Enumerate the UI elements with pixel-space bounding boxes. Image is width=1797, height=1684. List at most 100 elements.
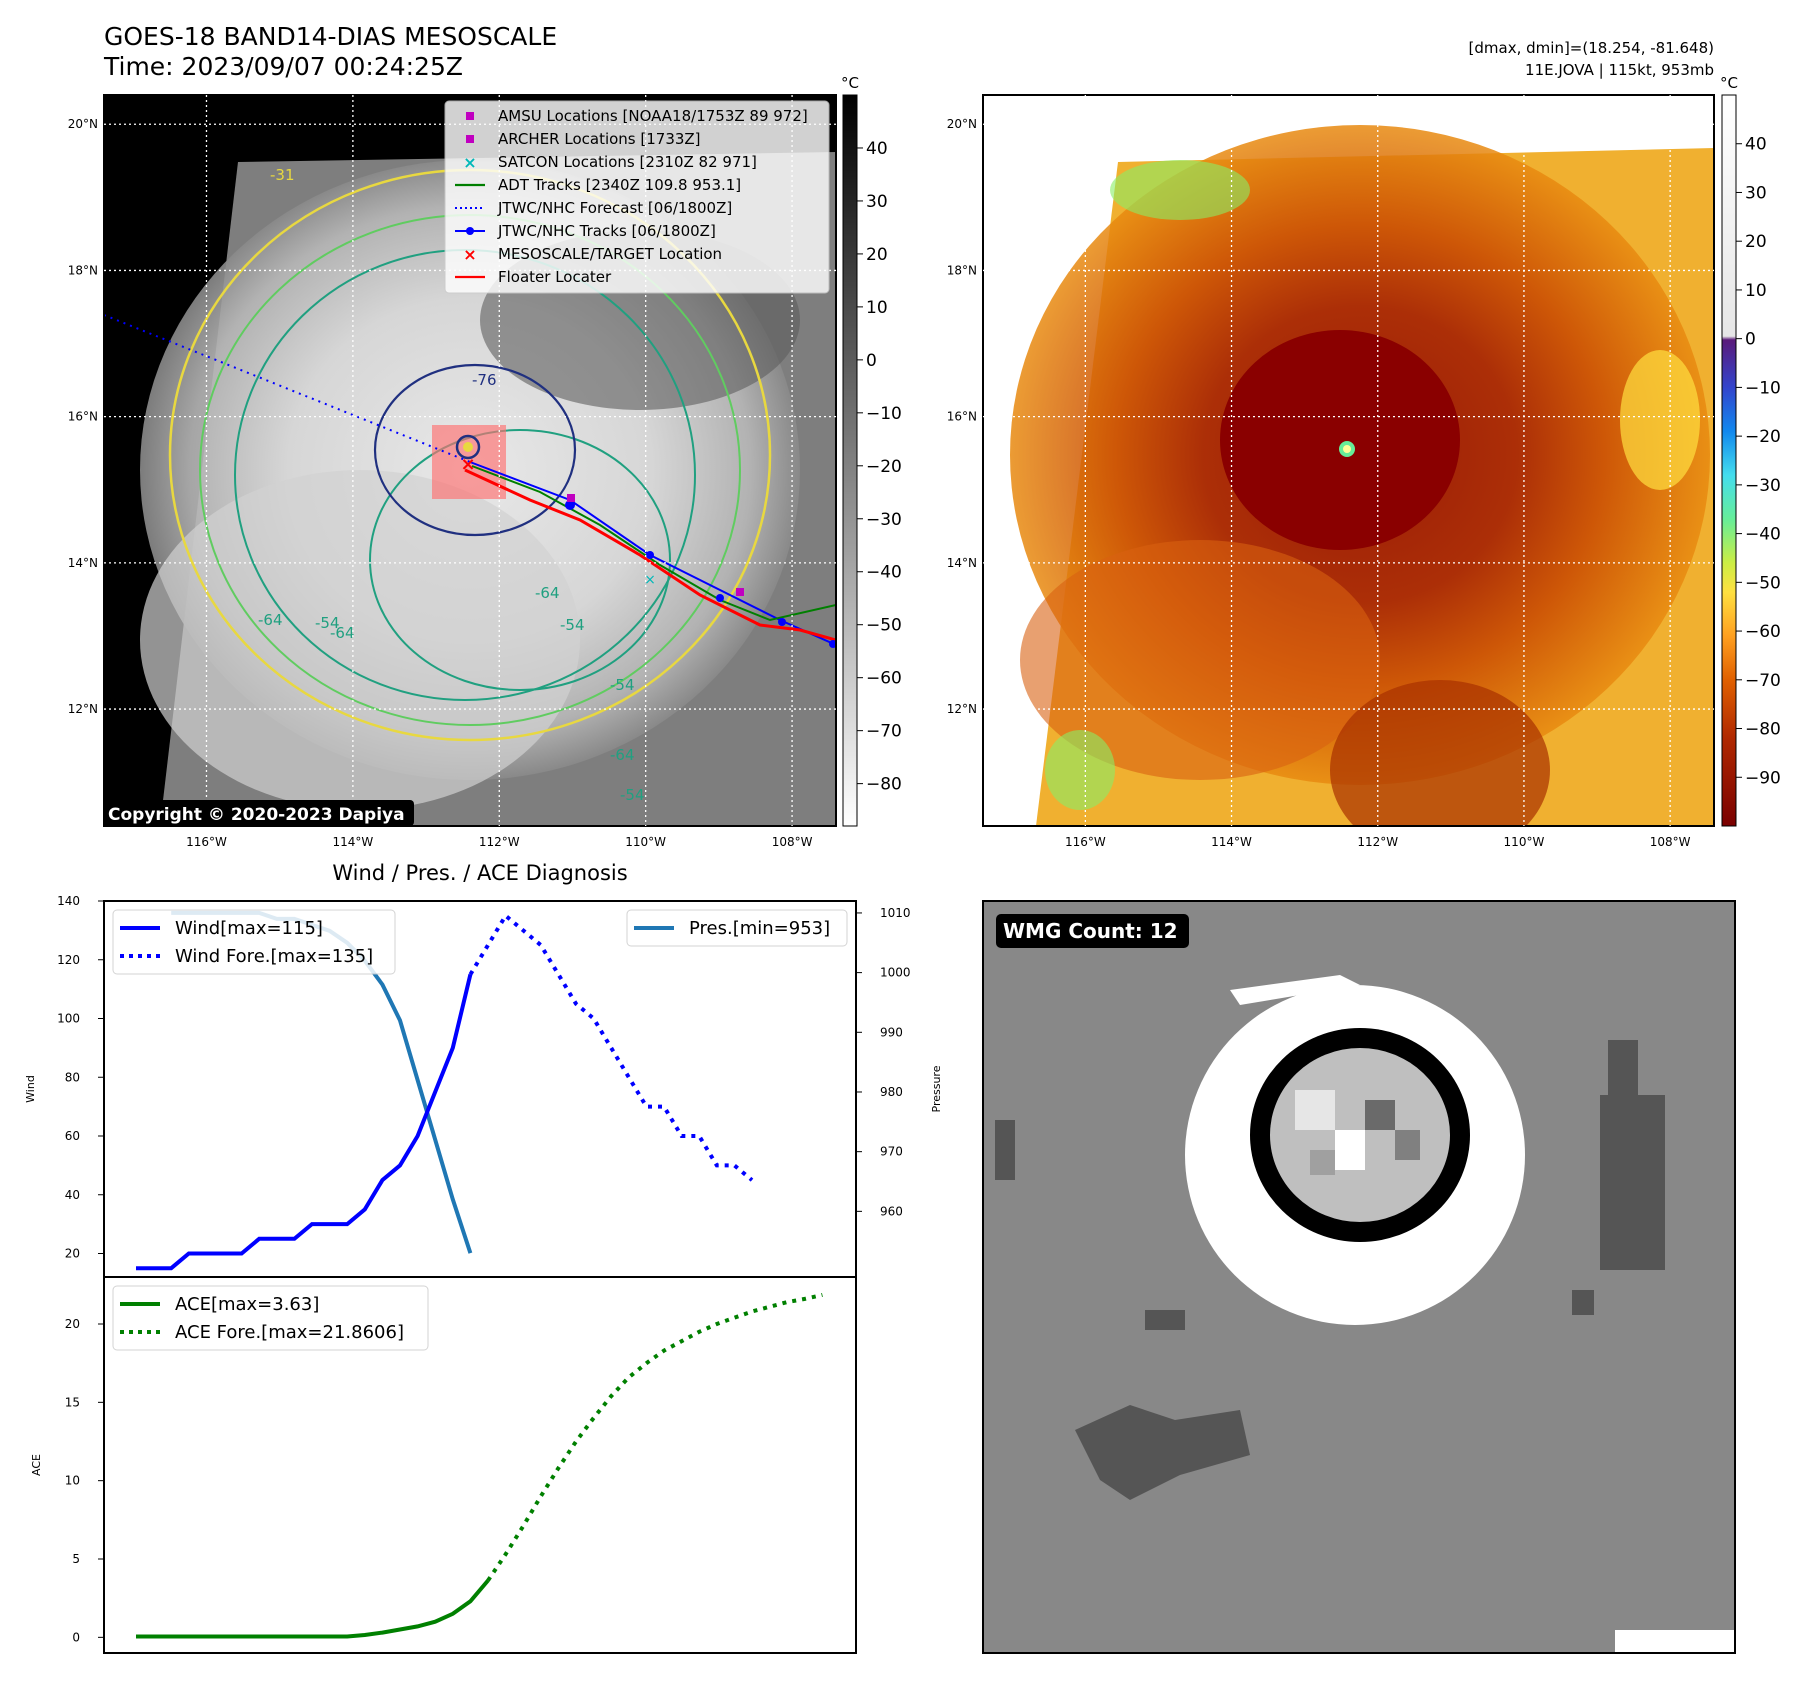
colorbar-tick-label: 40 — [866, 139, 888, 159]
colorbar-tick-label: −40 — [1745, 525, 1781, 545]
contour-label: -54 — [610, 676, 635, 694]
contour-label: -64 — [330, 624, 355, 642]
amsu-marker — [567, 494, 575, 502]
colorbar-tick-label: −30 — [866, 510, 902, 530]
track-point — [716, 594, 724, 602]
wind-tick-label: 60 — [65, 1129, 80, 1143]
lon-label: 108°W — [772, 835, 813, 849]
contour-label: -64 — [258, 611, 283, 629]
colorbar-tick-label: −10 — [1745, 378, 1781, 398]
colorbar-tick-label: −20 — [1745, 427, 1781, 447]
ace-forecast-line — [486, 1292, 823, 1582]
wmg-white-corner — [1615, 1630, 1735, 1653]
legend-swatch: × — [463, 245, 476, 264]
ace-tick-label: 0 — [72, 1630, 80, 1644]
ace-legend: ACE[max=3.63] ACE Fore.[max=21.8606] — [112, 1285, 429, 1351]
color-ir-map — [983, 95, 1714, 826]
lon-label: 114°W — [1211, 835, 1252, 849]
lat-label: 20°N — [947, 117, 977, 131]
lat-label: 12°N — [68, 702, 98, 716]
lon-label: 112°W — [479, 835, 520, 849]
wind-legend-label: Wind[max=115] — [175, 918, 323, 939]
pressure-tick-label: 1010 — [880, 906, 911, 920]
contour-labels: -76-64-64-64-54-54-54-64-54-31-72 — [130, 166, 645, 816]
wind-tick-label: 120 — [57, 953, 80, 967]
wind-legend: Wind[max=115] Wind Fore.[max=135] — [112, 909, 396, 975]
colorbar-tick-label: −40 — [866, 563, 902, 583]
contour-label: -54 — [315, 614, 340, 632]
forecast-track — [104, 314, 471, 463]
lon-label: 112°W — [1357, 835, 1398, 849]
storm-info-label: 11E.JOVA | 115kt, 953mb — [1525, 61, 1714, 79]
ace-line — [136, 1579, 490, 1639]
pressure-legend: Pres.[min=953] — [626, 909, 848, 947]
wmg-white-arc — [1230, 975, 1360, 1005]
colorbar-tick-label: −30 — [1745, 476, 1781, 496]
wmg-dark-region — [1608, 1040, 1638, 1100]
legend-box — [444, 100, 830, 294]
figure-time: Time: 2023/09/07 00:24:25Z — [103, 52, 463, 81]
legend-label: JTWC/NHC Tracks [06/1800Z] — [497, 222, 716, 240]
lon-label: 116°W — [186, 835, 227, 849]
legend-label: ADT Tracks [2340Z 109.8 953.1] — [498, 176, 741, 194]
wmg-dark-region — [995, 1120, 1015, 1180]
pressure-ticks: 1010 1000 990 980 970 960 — [856, 906, 911, 1218]
lat-label: 14°N — [68, 556, 98, 570]
wind-ylabel: Wind — [24, 1075, 37, 1103]
lon-labels: 116°W 114°W 112°W 110°W 108°W — [186, 835, 813, 849]
pressure-legend-box — [626, 909, 848, 947]
wind-legend-box — [112, 909, 396, 975]
legend-label: AMSU Locations [NOAA18/1753Z 89 972] — [498, 107, 808, 125]
warm-patch — [1045, 730, 1115, 810]
ace-fore-legend-label: ACE Fore.[max=21.8606] — [175, 1322, 404, 1343]
lat-labels: 20°N 18°N 16°N 14°N 12°N — [68, 117, 98, 716]
wmg-panel — [983, 901, 1735, 1653]
lon-labels: 116°W 114°W 112°W 110°W 108°W — [1065, 835, 1691, 849]
copyright-box — [104, 800, 414, 826]
legend-label: Floater Locater — [498, 268, 612, 286]
wind-line — [136, 973, 473, 1271]
eye-contour — [455, 434, 481, 460]
lon-label: 110°W — [625, 835, 666, 849]
lon-label: 108°W — [1650, 835, 1691, 849]
color-colorbar — [1721, 94, 1737, 827]
diag-title: Wind / Pres. / ACE Diagnosis — [332, 861, 627, 885]
colorbar-tick-label: 30 — [866, 192, 888, 212]
colorbar-tick-label: −70 — [866, 722, 902, 742]
legend-swatch-dot — [466, 227, 474, 235]
wmg-frame — [982, 900, 1736, 1654]
ace-tick-label: 15 — [65, 1395, 80, 1409]
ace-legend-label: ACE[max=3.63] — [175, 1294, 319, 1315]
colorbar-tick-label: −80 — [866, 775, 902, 795]
adt-track — [471, 465, 836, 622]
floater-track — [464, 468, 836, 642]
lat-label: 12°N — [947, 702, 977, 716]
lon-label: 116°W — [1065, 835, 1106, 849]
wind-ticks: 140 120 100 80 60 40 20 — [57, 894, 104, 1261]
lon-label: 110°W — [1504, 835, 1545, 849]
warm-patch — [1620, 350, 1700, 490]
pressure-ylabel: Pressure — [930, 1065, 943, 1112]
gray-colorbar-ticks: 40 30 20 10 0 −10 −20 −30 −40 −50 −60 −70 −80 — [857, 139, 902, 795]
wind-forecast-line — [468, 912, 754, 1182]
legend-swatch — [466, 135, 474, 143]
wmg-pixel — [1310, 1150, 1335, 1175]
color-colorbar-unit: °C — [1720, 74, 1738, 92]
contour-label: -31 — [270, 166, 295, 184]
pressure-legend-label: Pres.[min=953] — [689, 918, 830, 939]
wind-tick-label: 140 — [57, 894, 80, 908]
contour-label: -54 — [620, 786, 645, 804]
pressure-tick-label: 970 — [880, 1145, 903, 1159]
map-legend: AMSU Locations [NOAA18/1753Z 89 972] ARCH… — [444, 100, 830, 294]
lat-label: 20°N — [68, 117, 98, 131]
colorbar-tick-label: −10 — [866, 404, 902, 424]
satcon-marker: × — [644, 572, 656, 588]
contour-label: -64 — [610, 746, 635, 764]
wmg-dark-region — [1075, 1405, 1250, 1500]
eye-center — [1343, 445, 1351, 453]
ace-tick-label: 20 — [65, 1317, 80, 1331]
wmg-dark-region — [1600, 1095, 1665, 1270]
wmg-count-box — [996, 914, 1189, 948]
colorbar-tick-label: −20 — [866, 457, 902, 477]
dmax-dmin-label: [dmax, dmin]=(18.254, -81.648) — [1469, 39, 1714, 57]
